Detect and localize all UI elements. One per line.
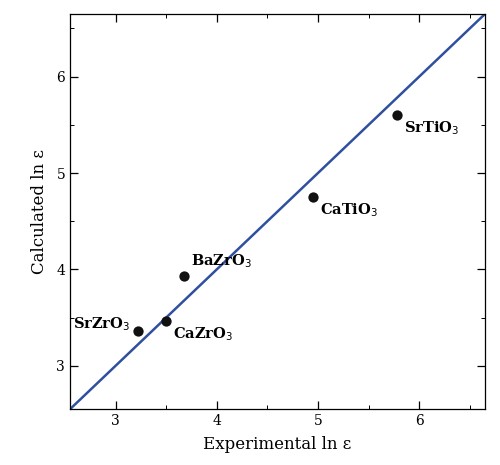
Text: BaZrO$_3$: BaZrO$_3$ [192,252,252,270]
Y-axis label: Calculated ln ε: Calculated ln ε [31,149,48,274]
Point [180,272,188,280]
Text: SrZrO$_3$: SrZrO$_3$ [72,316,130,333]
Point [162,318,170,325]
Text: CaTiO$_3$: CaTiO$_3$ [320,201,378,219]
Point [134,327,142,335]
X-axis label: Experimental ln ε: Experimental ln ε [204,436,352,453]
Point [393,112,401,119]
Point [309,193,317,201]
Text: CaZrO$_3$: CaZrO$_3$ [173,326,234,343]
Text: SrTiO$_3$: SrTiO$_3$ [404,119,460,137]
